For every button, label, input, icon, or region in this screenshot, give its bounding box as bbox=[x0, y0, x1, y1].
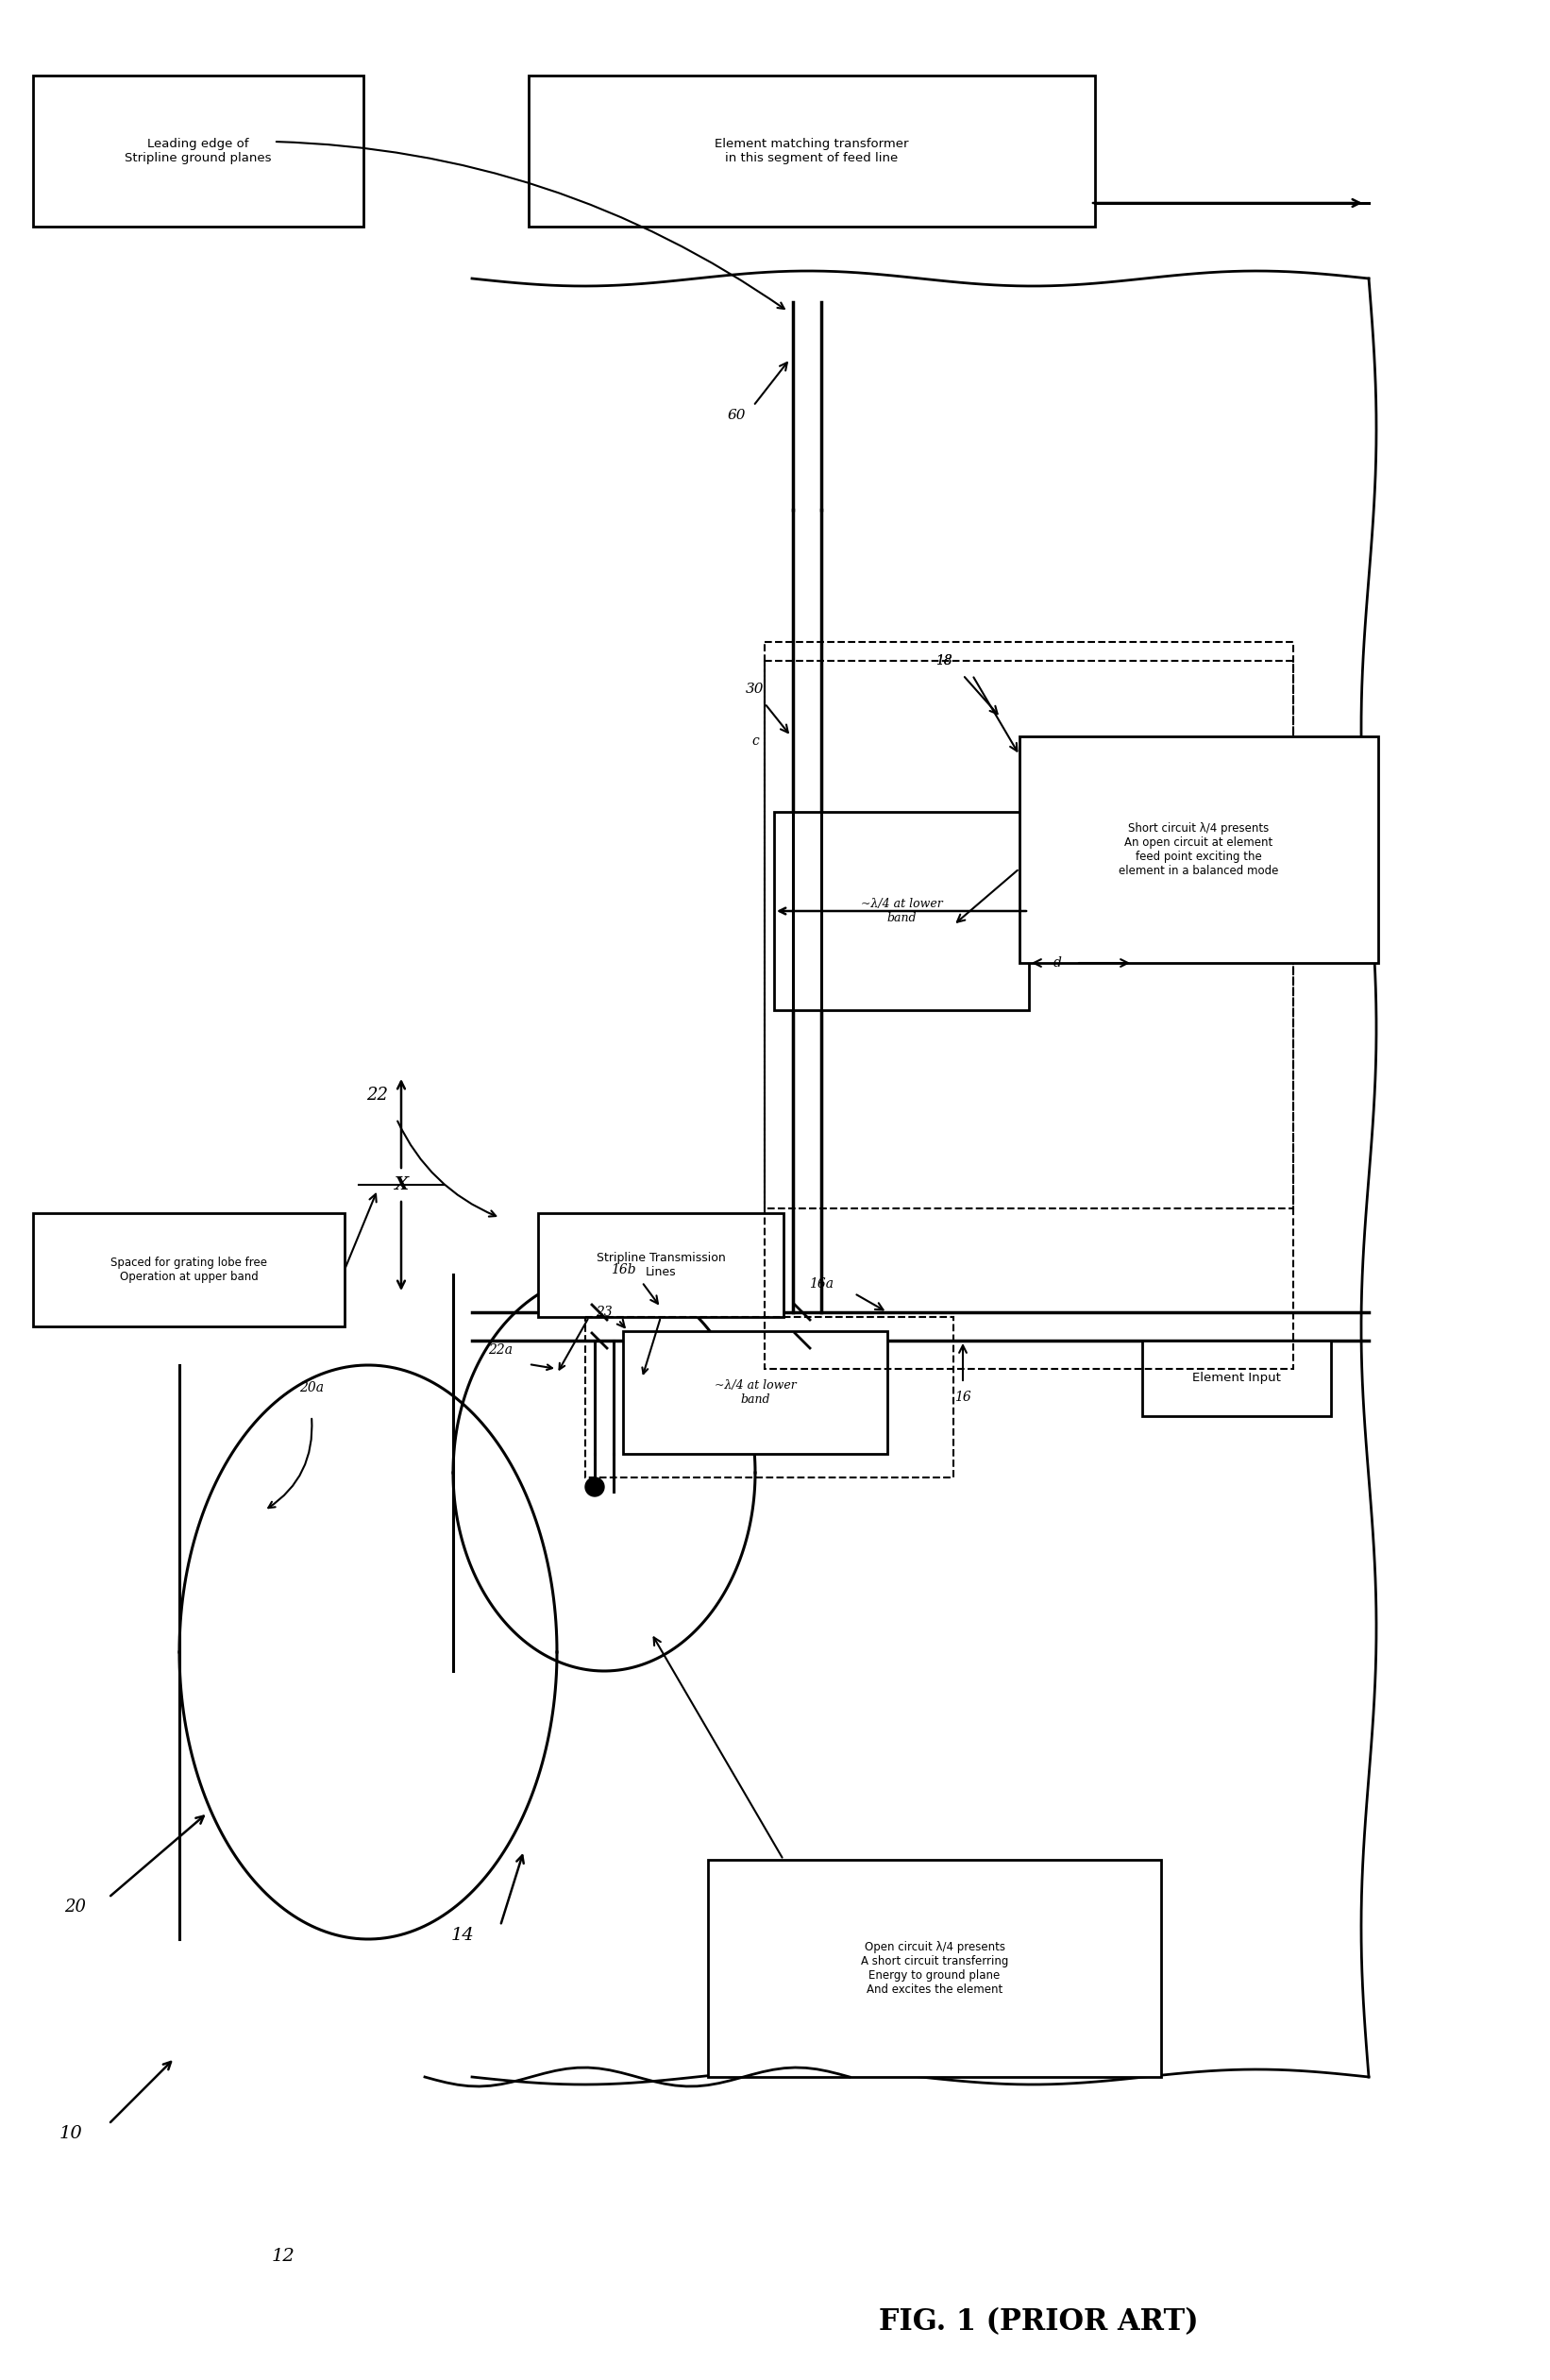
Bar bbox=[773, 812, 1029, 1009]
Text: Leading edge of
Stripline ground planes: Leading edge of Stripline ground planes bbox=[126, 138, 271, 164]
Text: 22a: 22a bbox=[488, 1342, 513, 1357]
Text: Element Input: Element Input bbox=[1192, 1373, 1280, 1385]
Text: 30: 30 bbox=[746, 683, 764, 695]
Bar bbox=[764, 662, 1293, 1209]
Bar bbox=[538, 1214, 783, 1316]
Text: 12: 12 bbox=[271, 2247, 294, 2266]
Bar bbox=[529, 76, 1094, 226]
Bar bbox=[708, 1859, 1161, 2078]
Text: 20: 20 bbox=[65, 1899, 87, 1916]
Text: 10: 10 bbox=[59, 2125, 82, 2142]
Bar bbox=[33, 76, 363, 226]
Text: 18: 18 bbox=[936, 655, 952, 666]
Text: Element matching transformer
in this segment of feed line: Element matching transformer in this seg… bbox=[715, 138, 908, 164]
Circle shape bbox=[586, 1478, 605, 1497]
Text: 22: 22 bbox=[367, 1088, 389, 1104]
Bar bbox=[764, 643, 1293, 1368]
Text: 60: 60 bbox=[727, 409, 746, 421]
Text: X: X bbox=[394, 1176, 408, 1192]
Text: 16a: 16a bbox=[809, 1278, 834, 1290]
Text: d: d bbox=[1052, 957, 1062, 969]
Text: 20a: 20a bbox=[299, 1380, 324, 1395]
Bar bbox=[623, 1330, 887, 1454]
Text: FIG. 1 (PRIOR ART): FIG. 1 (PRIOR ART) bbox=[879, 2309, 1198, 2337]
Text: Open circuit λ/4 presents
A short circuit transferring
Energy to ground plane
An: Open circuit λ/4 presents A short circui… bbox=[860, 1942, 1009, 1997]
Text: 18: 18 bbox=[936, 655, 952, 666]
Text: Short circuit λ/4 presents
An open circuit at element
feed point exciting the
el: Short circuit λ/4 presents An open circu… bbox=[1119, 821, 1279, 878]
Bar bbox=[1142, 1340, 1331, 1416]
Text: Stripline Transmission
Lines: Stripline Transmission Lines bbox=[597, 1252, 725, 1278]
Text: ~λ/4 at lower
band: ~λ/4 at lower band bbox=[860, 897, 942, 923]
Bar bbox=[1020, 735, 1378, 964]
Text: 16b: 16b bbox=[611, 1264, 636, 1276]
Text: c: c bbox=[752, 735, 760, 747]
Bar bbox=[33, 1214, 344, 1326]
Text: ~λ/4 at lower
band: ~λ/4 at lower band bbox=[715, 1380, 797, 1407]
Text: 23: 23 bbox=[595, 1307, 612, 1319]
Bar bbox=[586, 1316, 953, 1478]
Text: 16: 16 bbox=[955, 1390, 972, 1404]
Text: Spaced for grating lobe free
Operation at upper band: Spaced for grating lobe free Operation a… bbox=[110, 1257, 267, 1283]
Text: 14: 14 bbox=[451, 1928, 474, 1944]
